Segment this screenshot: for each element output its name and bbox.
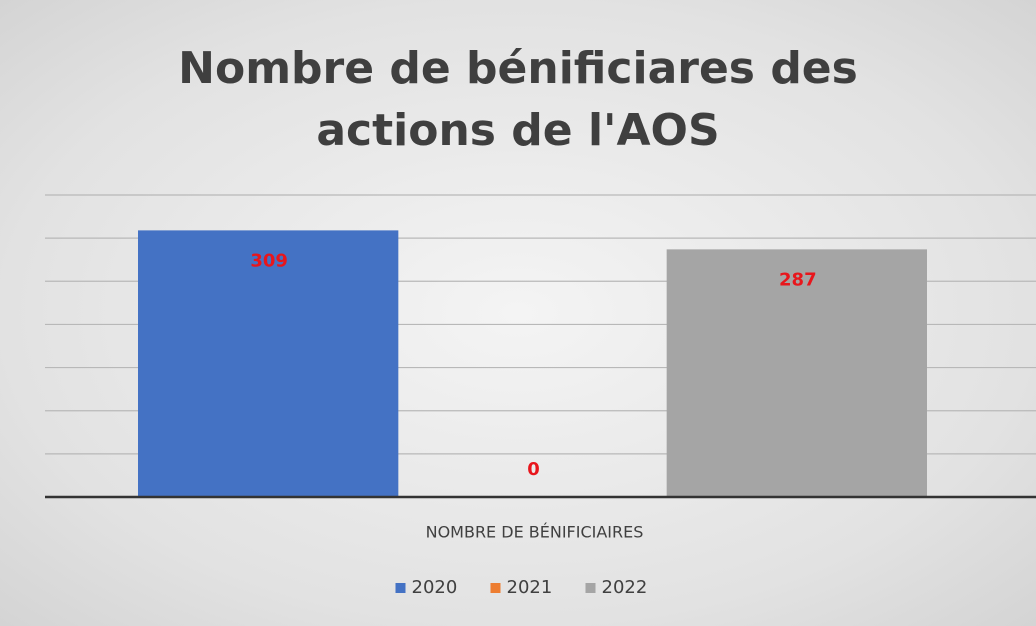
legend-label: 2022 — [602, 577, 648, 598]
x-tick-label: NOMBRE DE BÉNIFICIAIRES — [426, 523, 644, 542]
legend-swatch — [490, 583, 501, 593]
legend-swatch — [395, 583, 406, 593]
bar — [666, 249, 927, 497]
legend-label: 2020 — [412, 577, 458, 598]
data-label: 309 — [250, 250, 288, 271]
chart-title: Nombre de béniﬁciares des actions de l'A… — [178, 43, 858, 156]
bar — [138, 230, 399, 497]
legend-swatch — [585, 583, 596, 593]
legend-label: 2021 — [507, 577, 553, 598]
data-label: 0 — [527, 459, 540, 480]
data-label: 287 — [779, 269, 817, 290]
